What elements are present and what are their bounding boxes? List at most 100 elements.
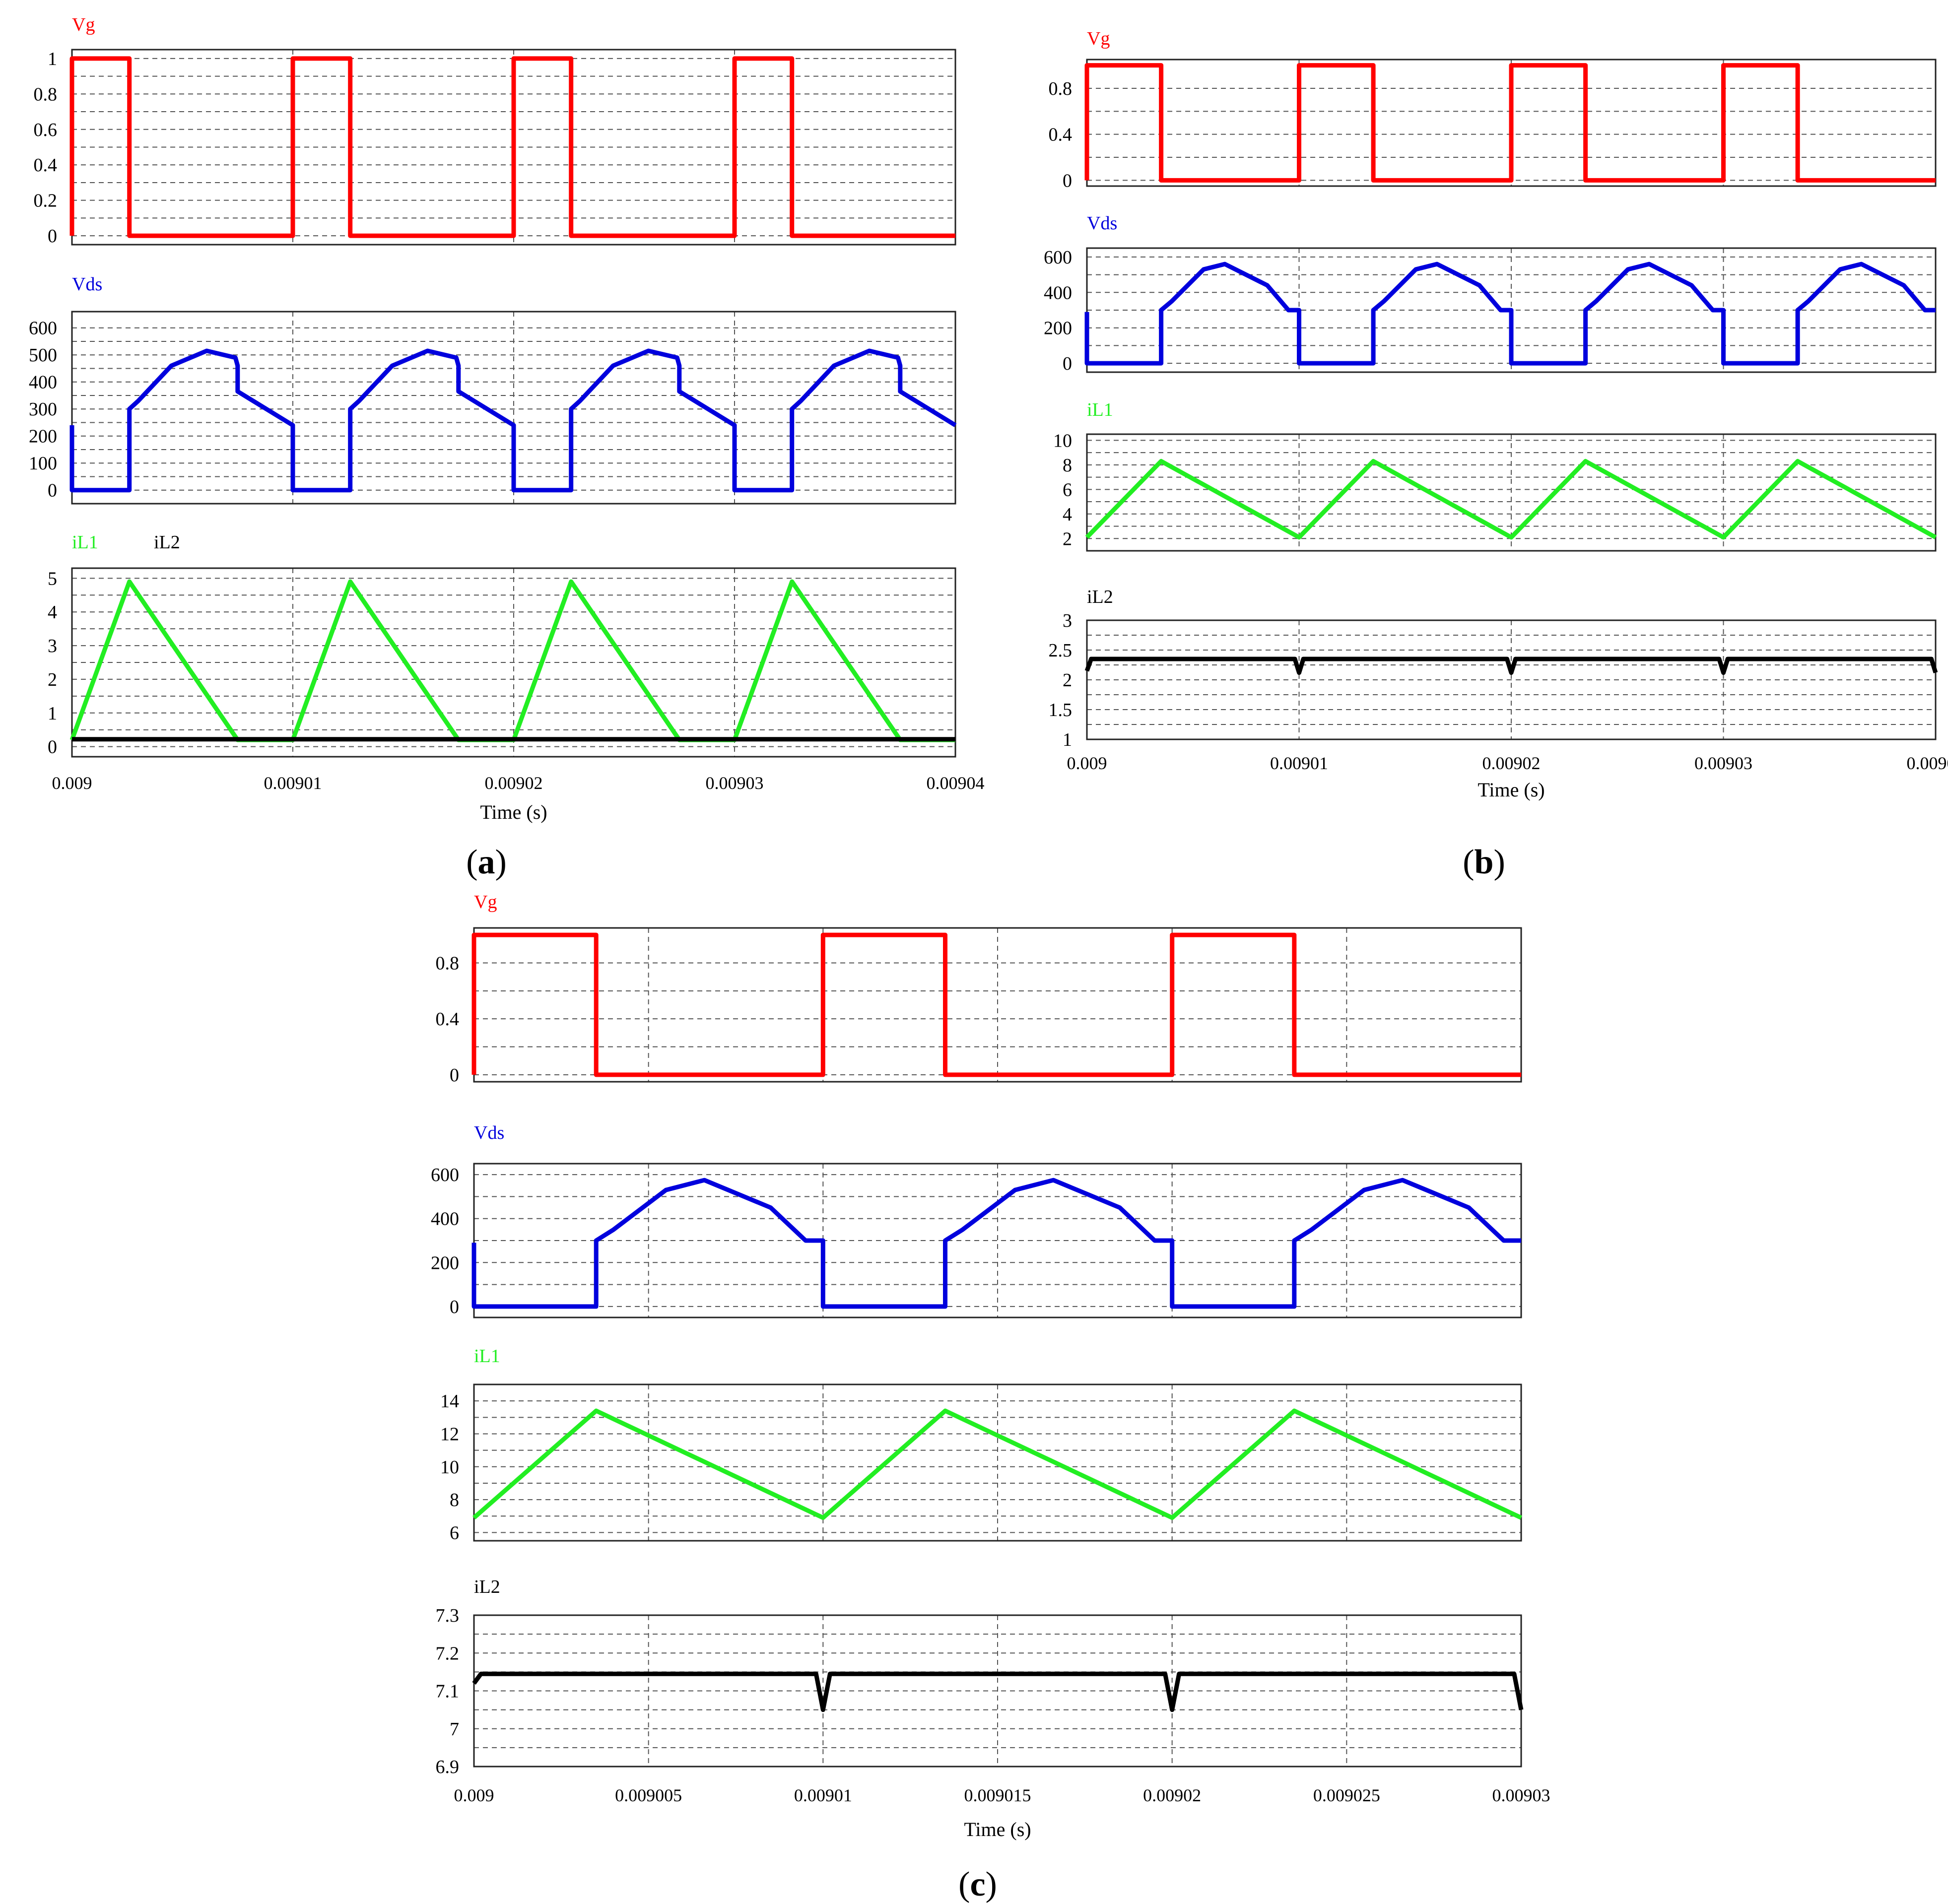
series-line-Vds	[69, 348, 957, 493]
x-tick-label: 0.00903	[1694, 753, 1752, 773]
y-tick-label: 4	[48, 602, 57, 623]
series-label: Vds	[474, 1122, 504, 1143]
y-tick-label: 2	[1063, 528, 1072, 549]
plot-frame	[71, 311, 956, 505]
x-tick-label: 0.00902	[1482, 753, 1541, 773]
panel-label: (b)	[1463, 843, 1505, 881]
series-line-iL1	[472, 1408, 1522, 1520]
y-tick-label: 5	[48, 568, 57, 589]
y-tick-label: 0.4	[34, 155, 58, 176]
subplot-b-4: 1 1.5 2 2.5 3 iL2	[1049, 587, 1938, 750]
y-tick-label: 0.8	[1049, 78, 1073, 99]
series-label: iL2	[154, 532, 180, 553]
series-label: Vg	[72, 14, 95, 35]
y-tick-label: 0.8	[34, 84, 58, 105]
y-tick-label: 0.6	[34, 120, 58, 140]
subplot-b-2: 0 200 400 600 Vds	[1044, 213, 1937, 374]
plot-frame	[473, 1614, 1522, 1768]
x-axis-label: Time (s)	[480, 801, 547, 823]
y-tick-label: 10	[1053, 430, 1072, 451]
x-tick-label: 0.00901	[264, 773, 322, 793]
y-tick-label: 1	[1063, 729, 1072, 750]
subplot-c-1: 0 0.4 0.8 Vg	[436, 892, 1522, 1086]
subplot-b-3: 2 4 6 8 10 iL1	[1053, 399, 1937, 552]
y-tick-label: 200	[431, 1252, 459, 1273]
chart-c: 0 0.4 0.8 Vg 0 200 400 600 Vds 6 8 10 12 14 iL1 6.9 7 7.1…	[431, 892, 1550, 1904]
y-tick-label: 0.8	[436, 953, 460, 974]
series-label: iL2	[474, 1576, 500, 1597]
y-tick-label: 14	[440, 1391, 459, 1412]
y-tick-label: 300	[29, 399, 57, 420]
y-tick-label: 2	[1063, 670, 1072, 691]
plot-frame	[473, 927, 1522, 1083]
y-tick-label: 1	[48, 49, 57, 69]
x-axis-label: Time (s)	[1478, 779, 1545, 801]
subplot-b-1: 0 0.4 0.8 Vg	[1049, 28, 1937, 191]
subplot-a-3: 0 1 2 3 4 5 iL1 iL2	[48, 532, 956, 758]
y-tick-label: 100	[29, 453, 57, 474]
y-tick-label: 500	[29, 345, 57, 366]
subplot-c-2: 0 200 400 600 Vds	[431, 1122, 1522, 1318]
x-tick-label: 0.00902	[485, 773, 543, 793]
panel-label: (c)	[958, 1865, 997, 1904]
y-tick-label: 400	[29, 372, 57, 393]
series-line-Vg	[471, 932, 1521, 1077]
y-tick-label: 3	[48, 636, 57, 657]
series-label: iL1	[1087, 399, 1113, 420]
series-label: Vds	[1087, 213, 1117, 234]
y-tick-label: 2.5	[1049, 640, 1073, 661]
x-tick-label: 0.009025	[1313, 1785, 1380, 1805]
y-tick-label: 0	[1063, 170, 1072, 191]
subplot-c-4: 6.9 7 7.1 7.2 7.3 iL2	[436, 1576, 1524, 1777]
series-label: Vg	[1087, 28, 1110, 49]
y-tick-label: 200	[1044, 318, 1072, 339]
y-tick-label: 1.5	[1049, 700, 1073, 721]
y-tick-label: 8	[450, 1490, 459, 1510]
x-tick-label: 0.00901	[1270, 753, 1328, 773]
y-tick-label: 6	[450, 1522, 459, 1543]
series-line-iL2	[472, 1671, 1524, 1712]
series-line-Vg	[1084, 63, 1936, 183]
series-line-iL2	[1084, 657, 1938, 675]
y-tick-label: 200	[29, 426, 57, 447]
series-line-Vds	[471, 1178, 1521, 1309]
x-tick-label: 0.00903	[706, 773, 764, 793]
y-tick-label: 6.9	[436, 1757, 460, 1777]
y-tick-label: 600	[1044, 247, 1072, 268]
x-tick-label: 0.009	[52, 773, 92, 793]
x-tick-label: 0.00904	[927, 773, 985, 793]
y-tick-label: 12	[440, 1424, 459, 1444]
y-tick-label: 400	[1044, 282, 1072, 303]
y-tick-label: 7.1	[436, 1681, 460, 1702]
x-tick-label: 0.009	[1067, 753, 1107, 773]
y-tick-label: 0	[450, 1297, 459, 1317]
y-tick-label: 1	[48, 703, 57, 724]
y-tick-label: 3	[1063, 610, 1072, 631]
series-label: Vds	[72, 274, 102, 295]
subplot-a-2: 0 100 200 300 400 500 600 Vds	[29, 274, 957, 505]
x-tick-label: 0.009005	[615, 1785, 682, 1805]
plot-frame	[1086, 433, 1937, 552]
subplot-c-3: 6 8 10 12 14 iL1	[440, 1346, 1522, 1543]
y-tick-label: 4	[1063, 504, 1072, 525]
x-tick-label: 0.00901	[794, 1785, 852, 1805]
x-tick-label: 0.00902	[1143, 1785, 1201, 1805]
x-axis-label: Time (s)	[964, 1818, 1031, 1840]
panel-label: (a)	[466, 843, 507, 881]
x-tick-label: 0.00903	[1492, 1785, 1550, 1805]
y-tick-label: 600	[29, 318, 57, 339]
y-tick-label: 600	[431, 1165, 459, 1185]
series-label: iL2	[1087, 587, 1113, 607]
x-tick-label: 0.00904	[1907, 753, 1948, 773]
plot-frame	[473, 1163, 1522, 1318]
x-tick-label: 0.009	[454, 1785, 494, 1805]
y-tick-label: 10	[440, 1457, 459, 1478]
y-tick-label: 0	[1063, 353, 1072, 374]
chart-b: 0 0.4 0.8 Vg 0 200 400 600 Vds 2 4 6 8 10 iL1 1 1.5 2 2.5 3…	[1044, 28, 1948, 881]
series-label: iL1	[474, 1346, 500, 1367]
series-label: iL1	[72, 532, 98, 553]
y-tick-label: 8	[1063, 455, 1072, 476]
series-label: Vg	[474, 892, 497, 913]
y-tick-label: 7	[450, 1719, 459, 1740]
